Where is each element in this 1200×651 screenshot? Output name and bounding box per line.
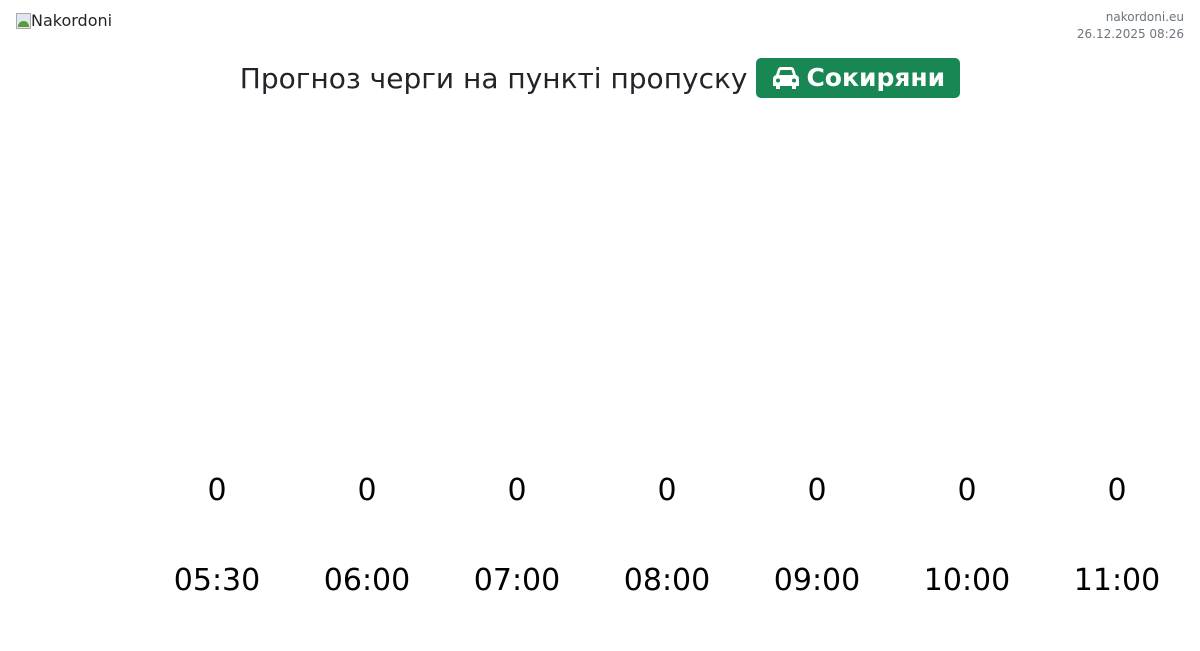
checkpoint-name: Сокиряни xyxy=(806,63,946,92)
x-tick-label: 07:00 xyxy=(474,563,560,598)
broken-image-icon xyxy=(16,12,31,29)
car-icon xyxy=(773,66,800,89)
header-meta: nakordoni.eu 26.12.2025 08:26 xyxy=(1077,9,1184,43)
x-tick-label: 05:30 xyxy=(174,563,260,598)
x-tick-label: 06:00 xyxy=(324,563,410,598)
data-label: 0 xyxy=(957,473,976,508)
data-label: 0 xyxy=(507,473,526,508)
data-label: 0 xyxy=(207,473,226,508)
data-label: 0 xyxy=(1107,473,1126,508)
checkpoint-badge: Сокиряни xyxy=(756,58,961,98)
x-tick-label: 09:00 xyxy=(774,563,860,598)
logo[interactable]: Nakordoni xyxy=(16,11,112,30)
data-label: 0 xyxy=(807,473,826,508)
page-title: Прогноз черги на пункті пропуску Сокирян… xyxy=(0,58,1200,98)
x-tick-label: 10:00 xyxy=(924,563,1010,598)
logo-alt-text: Nakordoni xyxy=(31,11,113,30)
x-tick-label: 11:00 xyxy=(1074,563,1160,598)
x-tick-label: 08:00 xyxy=(624,563,710,598)
title-text: Прогноз черги на пункті пропуску xyxy=(239,61,748,95)
data-label: 0 xyxy=(357,473,376,508)
data-label: 0 xyxy=(657,473,676,508)
timestamp: 26.12.2025 08:26 xyxy=(1076,27,1184,41)
site-name: nakordoni.eu xyxy=(1105,10,1184,24)
